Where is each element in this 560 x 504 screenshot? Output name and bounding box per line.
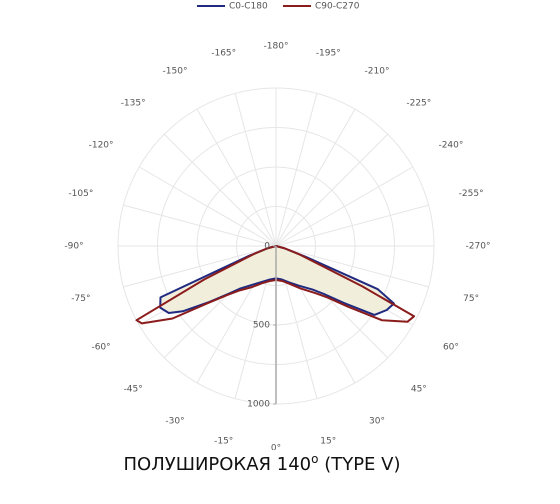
- legend-label: C90-C270: [315, 2, 360, 12]
- spoke: [275, 108, 356, 247]
- angle-label: -210°: [365, 67, 390, 77]
- spoke: [275, 133, 389, 247]
- angle-label: -270°: [466, 242, 491, 252]
- angle-label: -225°: [406, 99, 431, 109]
- title-suffix: (TYPE V): [324, 454, 401, 475]
- angle-label: 15°: [320, 437, 336, 447]
- angle-label: -195°: [316, 48, 341, 58]
- spoke: [123, 245, 277, 288]
- title-main: ПОЛУШИРОКАЯ 140: [123, 454, 312, 475]
- angle-label: 60°: [443, 343, 459, 353]
- angle-label: -15°: [214, 437, 233, 447]
- angle-label: -120°: [89, 141, 114, 151]
- spoke: [196, 108, 277, 247]
- radial-tick-label: 1000: [247, 400, 270, 410]
- radial-tick-label: 500: [253, 321, 270, 331]
- angle-label: -90°: [64, 242, 83, 252]
- legend-label: C0-C180: [229, 2, 268, 12]
- angle-label: -45°: [124, 384, 143, 394]
- chart: 0° 15° 30° 45° 60° 75° -270° -255° -240° -225° -21…: [64, 2, 491, 451]
- angle-label: -255°: [459, 189, 484, 199]
- angle-label: -150°: [163, 67, 188, 77]
- angle-label: -75°: [71, 294, 90, 304]
- spoke: [275, 166, 414, 247]
- spoke: [275, 93, 318, 247]
- angle-label: -165°: [211, 48, 236, 58]
- spoke: [275, 204, 429, 247]
- spoke: [138, 166, 277, 247]
- spoke: [275, 245, 429, 288]
- angle-label: 45°: [411, 384, 427, 394]
- angle-label: 0°: [271, 444, 281, 451]
- radial-tick-label: 0: [264, 242, 270, 252]
- angle-label: -105°: [68, 189, 93, 199]
- spoke: [234, 93, 277, 247]
- spoke: [123, 204, 277, 247]
- spoke: [163, 133, 277, 247]
- chart-title: ПОЛУШИРОКАЯ 140o (TYPE V): [0, 452, 524, 475]
- title-superscript: o: [311, 452, 319, 466]
- angle-label: -60°: [91, 343, 110, 353]
- angle-label: 75°: [463, 294, 479, 304]
- angle-label: -240°: [438, 141, 463, 151]
- angle-label: -180°: [264, 42, 289, 52]
- angle-label: -135°: [121, 99, 146, 109]
- angle-label: 30°: [369, 416, 385, 426]
- angle-label: -30°: [165, 416, 184, 426]
